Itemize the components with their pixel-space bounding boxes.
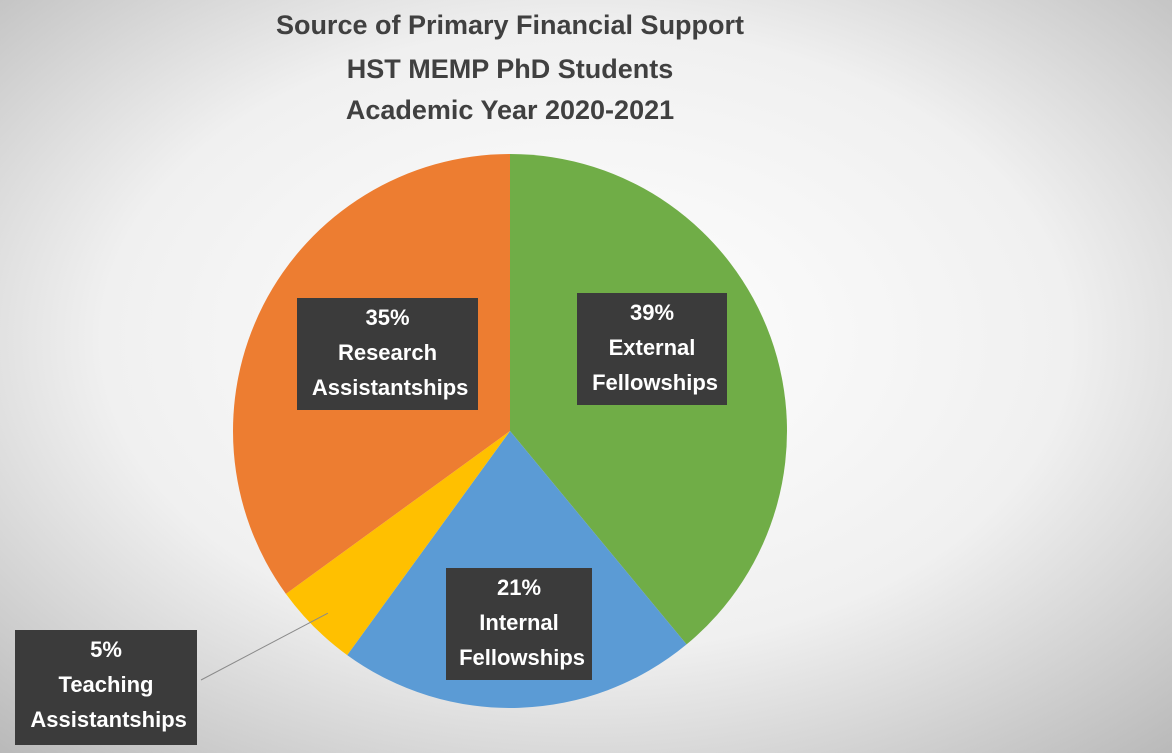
data-label-value: 35% — [365, 305, 409, 330]
data-label-category: External Fellowships — [586, 335, 718, 395]
data-label-box — [297, 298, 478, 410]
data-label-value: 21% — [497, 575, 541, 600]
data-label-category: Internal Fellowships — [453, 610, 585, 670]
chart-title: Source of Primary Financial Support — [276, 10, 744, 40]
chart-title: HST MEMP PhD Students — [347, 54, 674, 84]
data-label-category: Research Assistantships — [307, 340, 469, 400]
data-label-box — [446, 568, 592, 680]
leader-line — [200, 612, 329, 681]
data-label-box — [15, 630, 197, 745]
data-label-value: 39% — [630, 300, 674, 325]
data-label-value: 5% — [90, 637, 122, 662]
data-label-box — [577, 293, 727, 405]
pie-slice — [285, 431, 510, 656]
chart-title: Academic Year 2020-2021 — [346, 95, 674, 125]
data-label-category: Teaching Assistantships — [25, 672, 187, 732]
